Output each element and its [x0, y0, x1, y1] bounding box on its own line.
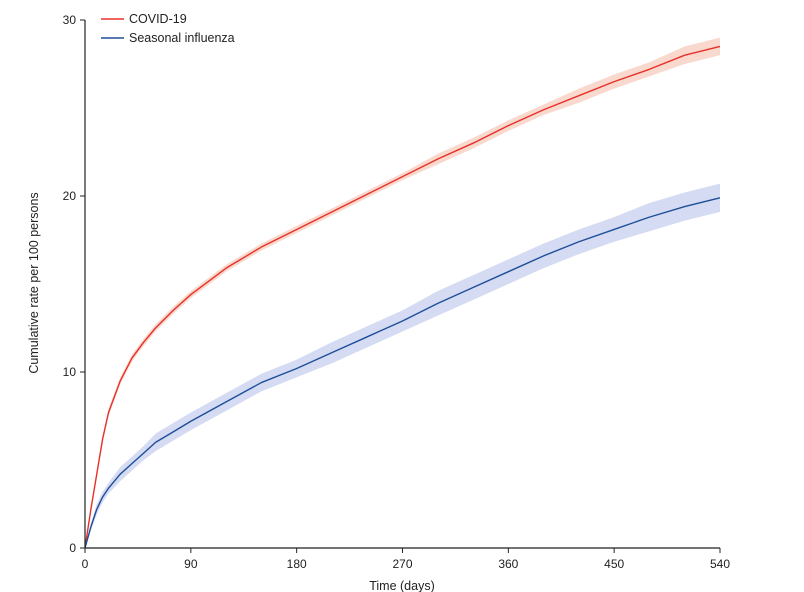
legend-label-0: COVID-19	[129, 12, 187, 26]
x-tick-label: 90	[184, 557, 198, 571]
y-tick-label: 10	[63, 365, 77, 379]
legend-label-1: Seasonal influenza	[129, 31, 235, 45]
y-tick-label: 0	[69, 541, 76, 555]
x-tick-label: 180	[287, 557, 307, 571]
x-tick-label: 450	[604, 557, 624, 571]
y-tick-label: 20	[63, 189, 77, 203]
series-1-confidence-band	[85, 183, 720, 548]
y-tick-label: 30	[63, 13, 77, 27]
axes	[80, 19, 721, 553]
confidence-bands	[85, 37, 720, 548]
tick-labels: 0 90 180 270 360 450 540 0 10 20 30	[63, 13, 731, 571]
x-tick-label: 540	[710, 557, 730, 571]
series-1-line	[84, 197, 721, 549]
x-tick-label: 270	[392, 557, 412, 571]
series-0-line	[84, 45, 721, 549]
x-tick-label: 0	[82, 557, 89, 571]
series-0-confidence-band	[85, 37, 720, 548]
x-tick-label: 360	[498, 557, 518, 571]
legend: COVID-19 Seasonal influenza	[101, 12, 235, 45]
series-lines	[84, 45, 721, 549]
y-axis-title: Cumulative rate per 100 persons	[27, 192, 41, 373]
x-axis-title: Time (days)	[369, 579, 435, 592]
